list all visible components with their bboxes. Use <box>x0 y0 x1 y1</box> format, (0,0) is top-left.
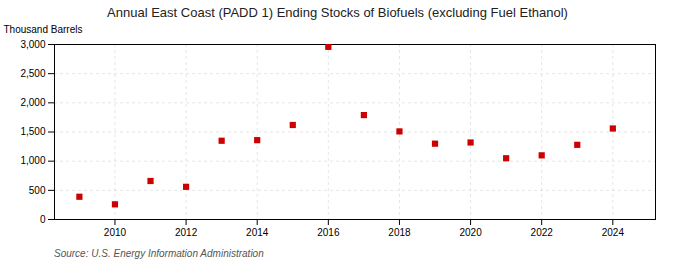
svg-text:2020: 2020 <box>459 227 482 238</box>
svg-text:0: 0 <box>40 214 46 225</box>
svg-text:2,000: 2,000 <box>20 97 45 108</box>
svg-text:Thousand Barrels: Thousand Barrels <box>4 24 83 35</box>
svg-text:2018: 2018 <box>388 227 411 238</box>
svg-text:2,500: 2,500 <box>20 68 45 79</box>
html-text:Annual East Coast (PADD 1) End: Annual East Coast (PADD 1) Ending Stocks… <box>107 5 568 20</box>
svg-text:1,500: 1,500 <box>20 126 45 137</box>
svg-text:2016: 2016 <box>317 227 340 238</box>
svg-text:2014: 2014 <box>246 227 269 238</box>
svg-text:1,000: 1,000 <box>20 155 45 166</box>
svg-text:3,000: 3,000 <box>20 39 45 50</box>
svg-text:500: 500 <box>29 185 46 196</box>
svg-text:2010: 2010 <box>104 227 127 238</box>
svg-text:2024: 2024 <box>602 227 625 238</box>
svg-text:2022: 2022 <box>531 227 554 238</box>
svg-text:2012: 2012 <box>175 227 198 238</box>
html-text:Source: U.S. Energy Informatio: Source: U.S. Energy Information Administ… <box>54 248 264 259</box>
